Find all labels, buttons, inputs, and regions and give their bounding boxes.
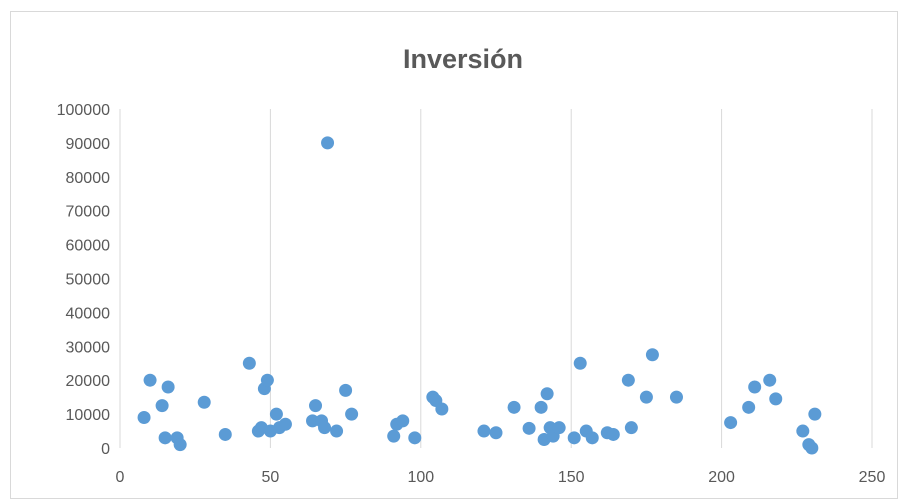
data-point <box>552 421 566 435</box>
data-point <box>330 424 344 438</box>
y-tick-label: 100000 <box>57 102 110 119</box>
x-tick-label: 100 <box>407 469 434 486</box>
data-point <box>477 424 491 438</box>
scatter-chart: Inversión 0 10000 20000 30000 40000 50000 6000… <box>57 44 886 486</box>
data-point <box>808 407 822 421</box>
data-point <box>724 416 738 430</box>
data-point <box>387 429 401 443</box>
data-point <box>624 421 638 435</box>
data-point <box>621 373 635 387</box>
data-point <box>408 431 422 445</box>
y-tick-label: 70000 <box>66 204 111 221</box>
data-point <box>742 400 756 414</box>
data-point <box>260 373 274 387</box>
chart-frame: Inversión 0 10000 20000 30000 40000 50000 6000… <box>10 11 898 499</box>
x-tick-label: 250 <box>859 469 886 486</box>
data-point <box>748 380 762 394</box>
data-point <box>321 136 335 150</box>
chart-title: Inversión <box>403 44 523 74</box>
data-point <box>339 383 353 397</box>
data-point <box>639 390 653 404</box>
data-point <box>769 392 783 406</box>
gridlines <box>119 109 873 448</box>
data-point <box>763 373 777 387</box>
x-tick-label: 50 <box>262 469 280 486</box>
x-tick-label: 150 <box>558 469 585 486</box>
y-tick-label: 30000 <box>66 339 111 356</box>
data-point <box>585 431 599 445</box>
data-point <box>318 421 332 435</box>
data-point <box>606 427 620 441</box>
data-point <box>242 356 256 370</box>
data-point <box>507 400 521 414</box>
y-tick-label: 90000 <box>66 136 111 153</box>
x-axis-ticks: 0 50 100 150 200 250 <box>116 469 886 486</box>
data-point <box>645 348 659 362</box>
data-point <box>435 402 449 416</box>
data-point <box>573 356 587 370</box>
x-tick-label: 0 <box>116 469 125 486</box>
data-point <box>161 380 175 394</box>
data-point <box>306 414 320 428</box>
data-point <box>522 421 536 435</box>
y-tick-label: 80000 <box>66 170 111 187</box>
y-tick-label: 60000 <box>66 238 111 255</box>
y-tick-label: 10000 <box>66 407 111 424</box>
data-point <box>805 441 819 455</box>
data-point <box>218 427 232 441</box>
data-point <box>197 395 211 409</box>
y-axis-ticks: 0 10000 20000 30000 40000 50000 60000 70000 8000… <box>57 102 110 458</box>
data-point <box>540 387 554 401</box>
data-point <box>155 399 169 413</box>
data-point <box>396 414 410 428</box>
data-point <box>158 431 172 445</box>
x-tick-label: 200 <box>708 469 735 486</box>
data-point <box>137 410 151 424</box>
data-point <box>345 407 359 421</box>
data-point <box>278 417 292 431</box>
data-point <box>567 431 581 445</box>
data-point <box>489 426 503 440</box>
y-tick-label: 50000 <box>66 272 111 289</box>
data-point <box>309 399 323 413</box>
data-point <box>269 407 283 421</box>
data-point <box>173 438 187 452</box>
y-tick-label: 40000 <box>66 305 111 322</box>
data-points <box>137 136 822 455</box>
data-point <box>534 400 548 414</box>
data-point <box>796 424 810 438</box>
data-point <box>669 390 683 404</box>
y-tick-label: 20000 <box>66 373 111 390</box>
data-point <box>143 373 157 387</box>
y-tick-label: 0 <box>101 441 110 458</box>
